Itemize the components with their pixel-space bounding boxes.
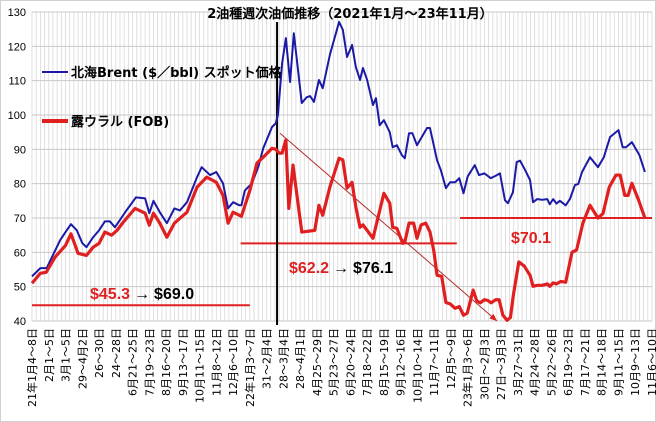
y-tick-label: 40 (14, 316, 26, 328)
x-tick-label: 5月22～26日 (545, 328, 558, 396)
y-tick-label: 60 (14, 247, 26, 259)
gridlines (31, 11, 653, 322)
x-tick-label: 8月14～18日 (596, 328, 609, 396)
y-tick-label: 80 (14, 179, 26, 191)
x-tick-label: 3月1～5日 (60, 328, 73, 382)
legend-label-urals: 露ウラル (FOB) (71, 115, 169, 130)
series-lines (30, 20, 647, 322)
annotation-2022: $62.2 → $76.1 (289, 260, 393, 277)
annotation-2023: $70.1 (511, 230, 551, 247)
y-tick-label: 130 (8, 7, 26, 19)
x-tick-label: 9月11～15日 (612, 328, 625, 396)
y-tick-label: 50 (14, 282, 26, 294)
reference-lines (32, 22, 652, 325)
y-tick-label: 100 (8, 110, 26, 122)
trend-arrow-line (279, 132, 498, 322)
x-tick-label: 24～28日 (110, 328, 123, 378)
x-tick-label: 30日～2月3日 (478, 328, 491, 400)
x-tick-label: 2月1～5日 (43, 328, 56, 382)
x-tick-label: 10月10～14日 (411, 328, 424, 403)
x-tick-label: 29～4月2日 (76, 328, 89, 389)
annotation-2022-from: $62.2 (289, 260, 329, 277)
chart-title: 2油種週次油価推移（2021年1月～23年11月） (207, 6, 492, 22)
y-tick-label: 90 (14, 144, 26, 156)
x-tick-label: 28～4月1日 (294, 328, 307, 389)
legend: 北海Brent ($／bbl) スポット価格 露ウラル (FOB) (42, 65, 283, 130)
x-tick-label: 22年1月3～7日 (243, 328, 257, 407)
x-tick-label: 31～2月4日 (261, 328, 274, 389)
x-tick-label: 10月9～13日 (629, 328, 642, 396)
x-tick-label: 12月6～10日 (227, 328, 240, 396)
x-tick-label: 6月20～24日 (344, 328, 357, 396)
x-tick-label: 12月5～9日 (445, 328, 458, 389)
annotation-2021-to: $69.0 (154, 286, 194, 303)
x-tick-label: 7月19～23日 (143, 328, 156, 396)
x-tick-label: 6月21～25日 (127, 328, 140, 396)
x-tick-label: 28～3月4日 (277, 328, 290, 389)
x-tick-label: 6月19～23日 (562, 328, 575, 396)
y-tick-label: 70 (14, 213, 26, 225)
y-tick-label: 110 (8, 76, 26, 88)
y-tick-label: 120 (8, 41, 26, 53)
x-tick-label: 8月15～19日 (378, 328, 391, 396)
x-tick-label: 23年1月3～6日 (461, 328, 475, 407)
y-axis-ticks: 40 50 60 70 80 90 100 110 120 130 (8, 7, 26, 328)
annotation-2022-to: $76.1 (353, 260, 393, 277)
x-tick-label: 21年1月4～8日 (25, 328, 39, 407)
x-tick-label: 3月27～31日 (512, 328, 525, 396)
x-tick-label: 8月16～20日 (160, 328, 173, 396)
x-tick-label: 9月13～17日 (177, 328, 190, 396)
x-tick-label: 11月7～11日 (428, 328, 441, 396)
x-tick-label: 10月11～15日 (194, 328, 207, 403)
x-tick-label: 9月12～16日 (395, 328, 408, 396)
x-tick-label: 5月23～27日 (328, 328, 341, 396)
x-tick-label: 7月18～22日 (361, 328, 374, 396)
x-axis-ticks: 21年1月4～8日 2月1～5日 3月1～5日 29～4月2日 26～30日 24～28日… (25, 328, 656, 407)
annotation-2021: $45.3 → $69.0 (90, 286, 194, 303)
series-line-urals (30, 138, 647, 322)
annotation-2021-from: $45.3 (90, 286, 130, 303)
x-tick-label: 4月24～28日 (529, 328, 542, 396)
x-tick-label: 27日～3月3日 (495, 328, 508, 400)
series-line-brent (31, 20, 646, 278)
legend-label-brent: 北海Brent ($／bbl) スポット価格 (71, 65, 283, 81)
annotation-2022-arrow: → (333, 260, 349, 277)
x-tick-label: 7月17～21日 (579, 328, 592, 396)
x-tick-label: 11月8～12日 (210, 328, 223, 396)
x-tick-label: 4月25～29日 (311, 328, 324, 396)
annotation-2021-arrow: → (134, 286, 150, 303)
x-tick-label: 11月6～10日 (646, 328, 656, 396)
x-tick-label: 26～30日 (93, 328, 106, 378)
trend-arrow-head (489, 313, 497, 321)
